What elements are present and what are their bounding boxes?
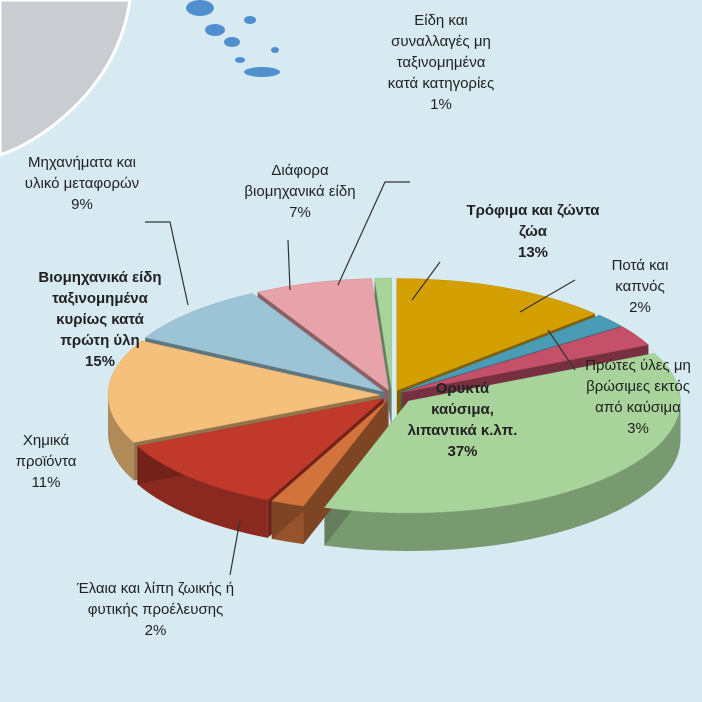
value-label: 9% [71,196,93,213]
slice [402,326,649,393]
category-label: Ορυκτά καύσιμα, λιπαντικά κ.λπ. [407,380,518,439]
data-label: Έλαια και λίπη ζωικής ή φυτικής προέλευσ… [68,578,243,641]
leader-line [287,239,291,291]
slice [136,398,385,501]
value-label: 3% [627,420,649,437]
data-label: Ποτά και καπνός 2% [590,255,690,318]
slice [396,278,596,391]
map-islands [186,0,280,77]
category-label: Βιομηχανικά είδη ταξινομημένα κυρίως κατ… [38,269,162,349]
category-label: Έλαια και λίπη ζωικής ή φυτικής προέλευσ… [76,580,235,618]
data-label: Ορυκτά καύσιμα, λιπαντικά κ.λπ. 37% [405,378,520,462]
slice [323,353,681,514]
leader-line [337,181,410,286]
data-label: Χημικά προϊόντα 11% [0,430,92,493]
value-label: 7% [289,204,311,221]
value-label: 11% [31,474,61,491]
slice [271,399,388,507]
category-label: Μηχανήματα και υλικό μεταφορών [24,154,140,192]
slice [144,293,384,392]
slice [107,340,381,443]
category-label: Χημικά προϊόντα [15,432,77,470]
category-label: Ποτά και καπνός [611,257,669,295]
value-label: 15% [84,353,116,370]
data-label: Τρόφιμα και ζώντα ζώα 13% [463,200,603,263]
data-label: Μηχανήματα και υλικό μεταφορών 9% [17,152,147,215]
slice [374,277,392,391]
value-label: 13% [517,244,549,261]
value-label: 2% [144,622,167,639]
data-label: Είδη και συναλλαγές μη ταξινομημένα κατά… [385,10,497,115]
leader-line [519,279,576,313]
data-label: Πρώτες ύλες μη βρώσιμες εκτός από καύσιμ… [573,355,702,439]
value-label: 1% [430,96,452,113]
leader-line [547,329,576,371]
leader-line [411,261,441,301]
slice [257,278,389,391]
slice-side [324,400,681,551]
category-label: Τρόφιμα και ζώντα ζώα [466,202,600,240]
value-label: 2% [629,299,651,316]
slice-side [108,394,134,481]
data-label: Βιομηχανικά είδη ταξινομημένα κυρίως κατ… [30,267,170,372]
data-label: Διάφορα βιομηχανικά είδη 7% [240,160,360,223]
slice [401,314,622,393]
map-land [0,0,132,157]
category-label: Διάφορα βιομηχανικά είδη [244,162,356,200]
category-label: Πρώτες ύλες μη βρώσιμες εκτός από καύσιμ… [585,357,691,416]
value-label: 37% [447,443,478,460]
leader-line [145,221,189,306]
category-label: Είδη και συναλλαγές μη ταξινομημένα κατά… [387,12,495,92]
leader-line [229,519,241,576]
